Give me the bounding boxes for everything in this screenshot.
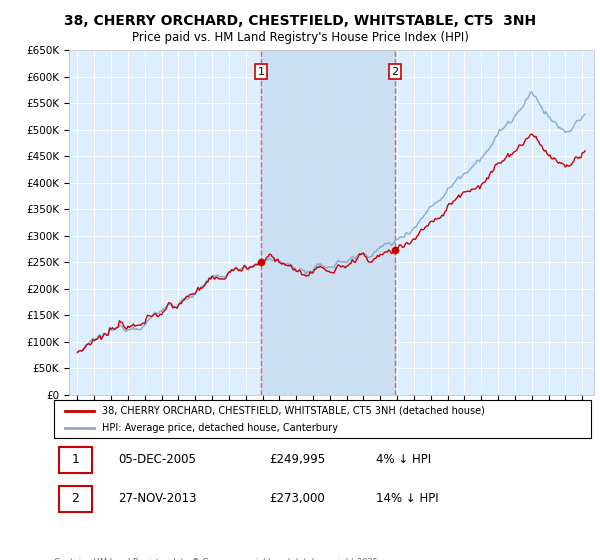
Bar: [261, 50, 395, 395]
Text: 14% ↓ HPI: 14% ↓ HPI: [376, 492, 439, 506]
Text: 4% ↓ HPI: 4% ↓ HPI: [376, 453, 431, 466]
Text: 05-DEC-2005: 05-DEC-2005: [118, 453, 196, 466]
Text: HPI: Average price, detached house, Canterbury: HPI: Average price, detached house, Cant…: [103, 423, 338, 433]
Text: 2: 2: [71, 492, 79, 506]
Text: £249,995: £249,995: [269, 453, 325, 466]
Text: 1: 1: [257, 67, 265, 77]
Text: Price paid vs. HM Land Registry's House Price Index (HPI): Price paid vs. HM Land Registry's House …: [131, 31, 469, 44]
Text: 2: 2: [391, 67, 398, 77]
FancyBboxPatch shape: [59, 446, 92, 473]
Text: £273,000: £273,000: [269, 492, 325, 506]
FancyBboxPatch shape: [59, 486, 92, 512]
Text: 38, CHERRY ORCHARD, CHESTFIELD, WHITSTABLE, CT5 3NH (detached house): 38, CHERRY ORCHARD, CHESTFIELD, WHITSTAB…: [103, 405, 485, 416]
Text: 1: 1: [71, 453, 79, 466]
Text: 38, CHERRY ORCHARD, CHESTFIELD, WHITSTABLE, CT5  3NH: 38, CHERRY ORCHARD, CHESTFIELD, WHITSTAB…: [64, 14, 536, 28]
Text: 27-NOV-2013: 27-NOV-2013: [118, 492, 197, 506]
Text: Contains HM Land Registry data © Crown copyright and database right 2025.
This d: Contains HM Land Registry data © Crown c…: [54, 558, 380, 560]
